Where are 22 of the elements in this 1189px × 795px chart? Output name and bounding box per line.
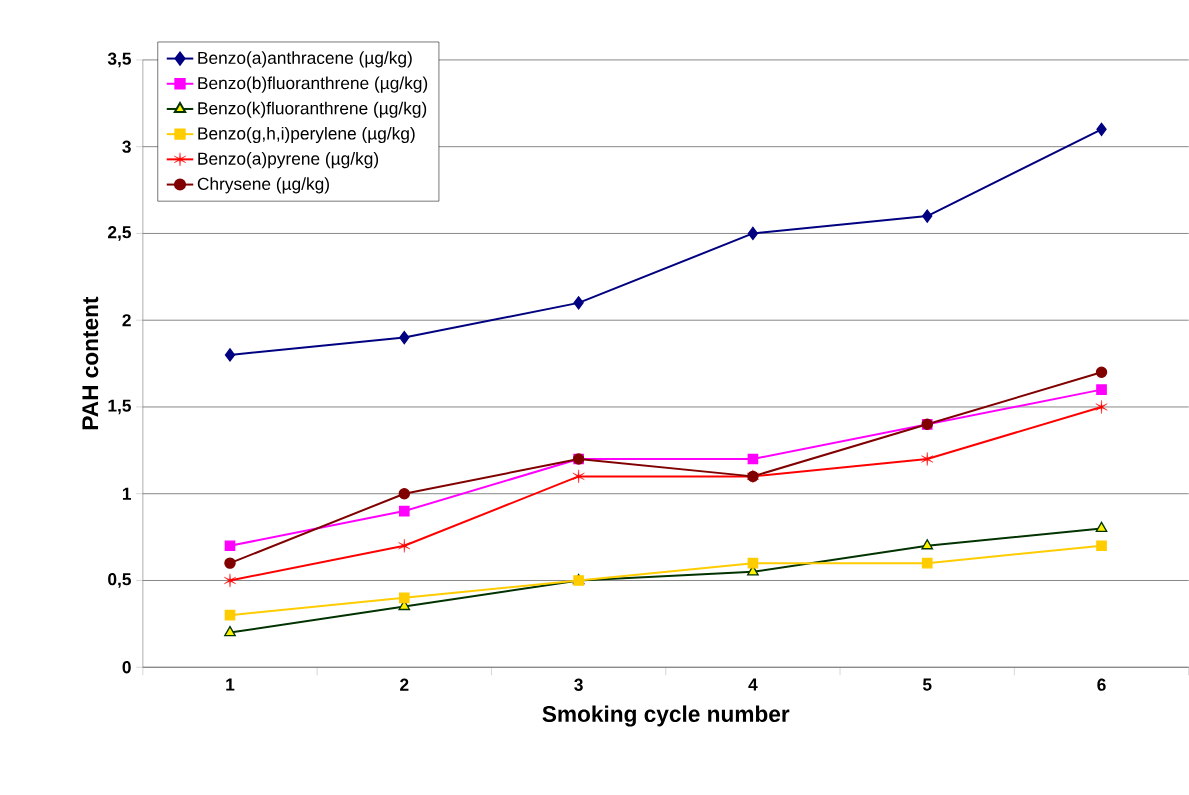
- y-tick-label: 1: [122, 487, 131, 500]
- y-tick-label: 2,5: [108, 226, 131, 241]
- x-axis-title: Smoking cycle number: [542, 705, 790, 727]
- y-tick-label: 0,5: [108, 573, 131, 588]
- legend-label: Benzo(a)anthracene (µg/kg): [198, 51, 412, 68]
- y-tick-label: 0: [122, 661, 131, 674]
- legend-label: Benzo(k)fluoranthrene (µg/kg): [198, 101, 427, 118]
- y-tick-label: 3: [122, 140, 131, 153]
- legend-label: Benzo(b)fluoranthrene (µg/kg): [198, 76, 428, 93]
- x-tick-label: 6: [1097, 678, 1106, 691]
- x-tick-label: 1: [226, 678, 235, 691]
- y-tick-label: 1,5: [108, 399, 131, 415]
- y-axis-title: PAH content: [82, 296, 99, 430]
- x-tick-label: 3: [574, 678, 583, 691]
- x-tick-label: 5: [922, 678, 932, 691]
- legend-label: Benzo(a)pyrene (µg/kg): [198, 152, 379, 169]
- legend-label: Benzo(g,h,i)perylene (µg/kg): [198, 126, 415, 143]
- x-tick-label: 2: [400, 678, 409, 691]
- x-tick-label: 4: [748, 678, 758, 691]
- y-tick-label: 2: [122, 314, 131, 327]
- legend-label: Chrysene (µg/kg): [197, 177, 329, 194]
- y-tick-label: 3,5: [107, 52, 131, 68]
